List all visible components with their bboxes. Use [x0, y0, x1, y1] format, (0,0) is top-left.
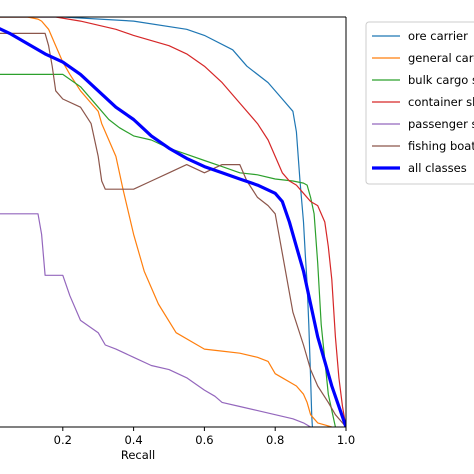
legend-label-container-ship: container ship	[408, 95, 474, 109]
series-line-ore-carrier	[0, 17, 313, 427]
series-line-container-ship	[0, 17, 346, 427]
plot-area	[0, 17, 346, 427]
x-tick-label: 0.4	[124, 433, 142, 447]
x-tick-label: 0.6	[195, 433, 213, 447]
legend: ore carrier general cargo ship bulk cargo …	[365, 21, 474, 185]
x-ticks: 0.2 0.4 0.6 0.8 1.0	[54, 427, 355, 447]
x-tick-label: 1.0	[337, 433, 355, 447]
series-line-all-classes	[0, 27, 346, 427]
legend-label-bulk-cargo-ship: bulk cargo ship	[408, 73, 474, 87]
series-line-bulk-cargo-ship	[0, 73, 336, 427]
series-line-fishing-boat	[0, 32, 346, 427]
legend-frame	[365, 21, 474, 185]
legend-label-ore-carrier: ore carrier	[408, 29, 468, 43]
x-tick-label: 0.8	[266, 433, 284, 447]
legend-label-all-classes: all classes	[408, 161, 467, 175]
series-line-general-cargo-ship	[0, 17, 332, 427]
series-line-passenger-ship	[0, 213, 311, 427]
x-tick-label: 0.2	[54, 433, 72, 447]
axes-frame	[0, 16, 347, 428]
legend-label-fishing-boat: fishing boat	[408, 139, 474, 153]
legend-label-general-cargo-ship: general cargo ship	[408, 51, 474, 65]
x-axis-label: Recall	[121, 448, 155, 462]
legend-label-passenger-ship: passenger ship	[408, 117, 474, 131]
